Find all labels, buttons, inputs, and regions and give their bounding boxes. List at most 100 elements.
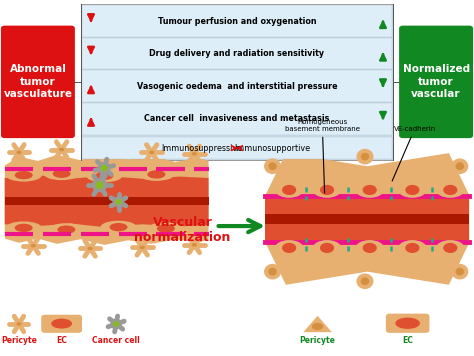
Polygon shape xyxy=(265,196,469,242)
Ellipse shape xyxy=(275,240,303,256)
Polygon shape xyxy=(265,214,469,224)
Ellipse shape xyxy=(356,182,384,198)
Ellipse shape xyxy=(451,264,468,279)
Text: Pericyte: Pericyte xyxy=(300,336,336,345)
Ellipse shape xyxy=(356,149,374,164)
Ellipse shape xyxy=(443,243,457,253)
Ellipse shape xyxy=(312,323,323,330)
Ellipse shape xyxy=(147,149,156,156)
Bar xyxy=(82,38,392,69)
Ellipse shape xyxy=(268,268,277,276)
Ellipse shape xyxy=(110,319,122,329)
Ellipse shape xyxy=(17,322,21,326)
Text: VE-cadherin: VE-cadherin xyxy=(392,126,436,181)
Text: EC: EC xyxy=(56,336,67,345)
Text: Vasogenic oedema  and interstitial pressure: Vasogenic oedema and interstitial pressu… xyxy=(137,82,337,91)
Polygon shape xyxy=(5,154,209,245)
Ellipse shape xyxy=(85,245,95,252)
Text: Normalized
tumor
vascular: Normalized tumor vascular xyxy=(402,64,470,99)
Text: Pericyte: Pericyte xyxy=(1,336,37,345)
Text: Immunosuppressive: Immunosuppressive xyxy=(161,143,242,153)
Ellipse shape xyxy=(313,182,341,198)
Ellipse shape xyxy=(147,170,165,179)
Ellipse shape xyxy=(95,181,104,189)
Ellipse shape xyxy=(363,243,377,253)
Ellipse shape xyxy=(98,162,111,174)
FancyBboxPatch shape xyxy=(386,314,429,333)
Ellipse shape xyxy=(87,247,92,250)
Ellipse shape xyxy=(6,169,42,182)
Bar xyxy=(82,5,392,37)
Ellipse shape xyxy=(15,171,33,179)
Ellipse shape xyxy=(264,264,281,279)
Ellipse shape xyxy=(436,240,465,256)
Ellipse shape xyxy=(361,277,369,285)
Ellipse shape xyxy=(59,148,64,151)
Ellipse shape xyxy=(113,321,119,327)
Ellipse shape xyxy=(456,268,464,276)
Ellipse shape xyxy=(282,185,296,195)
Ellipse shape xyxy=(191,152,197,156)
Ellipse shape xyxy=(113,197,124,207)
Text: Tumour perfusion and oxygenation: Tumour perfusion and oxygenation xyxy=(158,17,316,26)
Text: Vascular
normalization: Vascular normalization xyxy=(134,216,231,244)
Ellipse shape xyxy=(15,224,33,232)
Ellipse shape xyxy=(6,221,42,234)
Ellipse shape xyxy=(363,185,377,195)
Bar xyxy=(82,103,392,135)
Ellipse shape xyxy=(398,240,427,256)
Ellipse shape xyxy=(456,162,464,170)
Ellipse shape xyxy=(157,224,175,233)
FancyBboxPatch shape xyxy=(1,26,75,138)
Text: Drug delivery and radiation sensitivity: Drug delivery and radiation sensitivity xyxy=(149,49,325,58)
Ellipse shape xyxy=(53,169,71,178)
Ellipse shape xyxy=(92,178,107,192)
Text: Cancer cell: Cancer cell xyxy=(92,336,140,345)
Bar xyxy=(82,70,392,102)
Ellipse shape xyxy=(191,243,197,247)
Ellipse shape xyxy=(109,223,128,231)
Ellipse shape xyxy=(51,319,72,329)
Text: Homogeneous
basement membrane: Homogeneous basement membrane xyxy=(285,119,360,193)
Ellipse shape xyxy=(115,199,122,205)
Ellipse shape xyxy=(361,153,369,161)
Ellipse shape xyxy=(16,151,22,154)
Ellipse shape xyxy=(86,169,122,182)
Ellipse shape xyxy=(313,240,341,256)
Bar xyxy=(81,4,393,160)
Polygon shape xyxy=(5,175,209,227)
Ellipse shape xyxy=(405,243,419,253)
Ellipse shape xyxy=(320,185,334,195)
Polygon shape xyxy=(5,197,209,205)
Ellipse shape xyxy=(137,244,147,251)
Ellipse shape xyxy=(443,185,457,195)
Ellipse shape xyxy=(356,240,384,256)
Ellipse shape xyxy=(395,318,420,329)
Ellipse shape xyxy=(398,182,427,198)
Ellipse shape xyxy=(44,167,80,180)
Bar xyxy=(82,137,392,159)
Text: Abnormal
tumor
vasculature: Abnormal tumor vasculature xyxy=(3,64,73,99)
Text: Cancer cell  invasiveness and metastasis: Cancer cell invasiveness and metastasis xyxy=(144,114,330,123)
Ellipse shape xyxy=(190,241,199,248)
Ellipse shape xyxy=(30,244,36,247)
Ellipse shape xyxy=(15,320,23,328)
Text: EC: EC xyxy=(402,336,413,345)
Ellipse shape xyxy=(451,158,468,174)
Ellipse shape xyxy=(139,246,145,249)
Ellipse shape xyxy=(14,149,24,156)
Ellipse shape xyxy=(100,221,137,234)
Text: Immunosupportive: Immunosupportive xyxy=(235,143,310,153)
Ellipse shape xyxy=(436,182,465,198)
FancyBboxPatch shape xyxy=(41,315,82,333)
Polygon shape xyxy=(265,153,469,285)
Ellipse shape xyxy=(356,273,374,289)
Ellipse shape xyxy=(190,151,199,157)
FancyBboxPatch shape xyxy=(399,26,473,138)
Ellipse shape xyxy=(282,243,296,253)
Ellipse shape xyxy=(48,223,84,236)
Ellipse shape xyxy=(100,165,108,171)
Ellipse shape xyxy=(28,242,38,249)
Ellipse shape xyxy=(95,172,113,180)
Ellipse shape xyxy=(320,243,334,253)
